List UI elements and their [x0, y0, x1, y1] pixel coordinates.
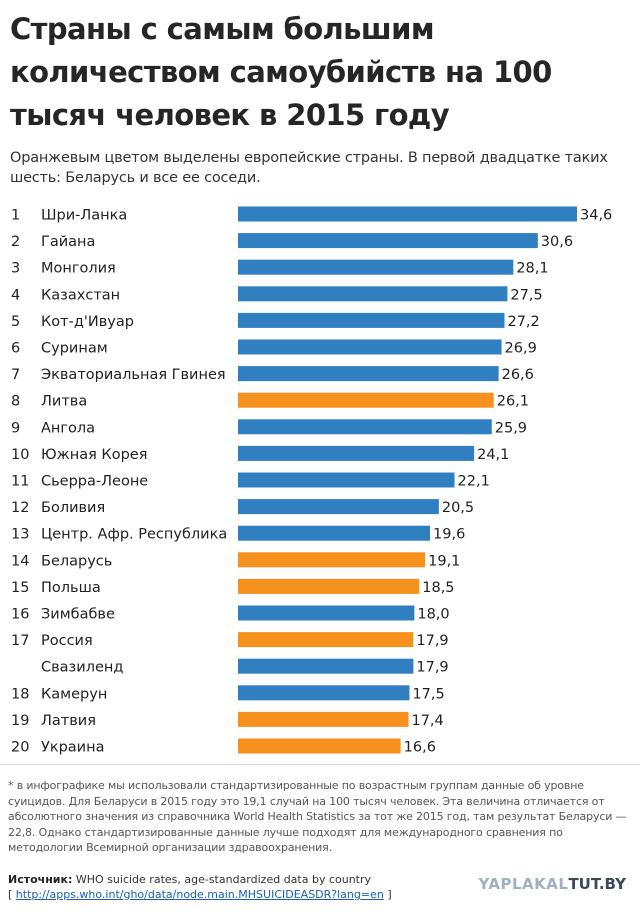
value-label: 27,5 — [510, 287, 542, 303]
bar — [238, 366, 499, 382]
bar — [238, 445, 475, 461]
value-label: 18,5 — [422, 580, 454, 596]
bar-chart: 1 Шри-Ланка 34,6 2 Гайана 30,6 3 Монголия 28,1 4 К… — [11, 206, 612, 756]
value-label: 28,1 — [516, 261, 548, 277]
value-label: 17,9 — [416, 633, 448, 649]
value-label: 19,1 — [428, 553, 460, 569]
value-label: 26,1 — [497, 394, 529, 410]
value-label: 18,0 — [417, 607, 449, 623]
value-label: 26,9 — [505, 341, 537, 357]
bar — [238, 711, 409, 727]
rank-label: 5 — [11, 314, 20, 330]
value-label: 30,6 — [541, 234, 573, 250]
value-label: 26,6 — [502, 367, 534, 383]
country-label: Южная Корея — [41, 447, 147, 463]
rank-label: 14 — [11, 553, 29, 569]
country-label: Беларусь — [41, 553, 112, 569]
rank-label: 9 — [11, 420, 20, 436]
value-label: 17,4 — [411, 713, 443, 729]
bar — [238, 525, 431, 541]
source-bracket-open: [ — [8, 888, 13, 901]
country-label: Латвия — [41, 713, 96, 729]
country-label: Боливия — [41, 500, 105, 516]
rank-label: 2 — [11, 234, 20, 250]
source-link[interactable]: http://apps.who.int/gho/data/node.main.M… — [15, 888, 384, 901]
country-label: Монголия — [41, 261, 116, 277]
value-label: 20,5 — [442, 500, 474, 516]
country-label: Суринам — [41, 341, 108, 357]
country-label: Польша — [41, 580, 101, 596]
value-label: 19,6 — [433, 527, 465, 543]
brand-prefix: YAPLAKAL — [478, 875, 569, 893]
rank-label: 8 — [11, 394, 20, 410]
rank-label: 4 — [11, 287, 20, 303]
bar — [238, 685, 410, 701]
bar — [238, 286, 508, 302]
value-label: 27,2 — [507, 314, 539, 330]
brand-watermark: YAPLAKALTUT.BY — [478, 874, 626, 894]
bar — [238, 578, 420, 594]
country-label: Центр. Афр. Республика — [41, 527, 227, 543]
bar — [238, 472, 455, 488]
rank-label: 12 — [11, 500, 29, 516]
chart-title: Страны с самым большим количеством самоу… — [10, 12, 552, 132]
value-label: 34,6 — [580, 208, 612, 224]
value-label: 24,1 — [477, 447, 509, 463]
rank-label: 6 — [11, 341, 20, 357]
rank-label: 13 — [11, 527, 29, 543]
bar — [238, 552, 426, 568]
rank-label: 11 — [11, 474, 29, 490]
bar — [238, 339, 502, 355]
rank-label: 16 — [11, 607, 29, 623]
rank-label: 19 — [11, 713, 29, 729]
rank-label: 20 — [11, 740, 29, 756]
country-label: Кот-д'Ивуар — [41, 314, 134, 330]
bar — [238, 259, 514, 275]
rank-label: 10 — [11, 447, 29, 463]
value-label: 25,9 — [495, 420, 527, 436]
footnote: * в инфографике мы использовали стандарт… — [8, 779, 627, 854]
country-label: Гайана — [41, 234, 95, 250]
bar — [238, 233, 538, 249]
brand-logo: TUT.BY — [568, 875, 626, 893]
country-label: Россия — [41, 633, 93, 649]
country-label: Ангола — [41, 420, 95, 436]
bar — [238, 605, 415, 621]
rank-label: 1 — [11, 208, 20, 224]
source-text: WHO suicide rates, age-standardized data… — [75, 873, 372, 886]
bar — [238, 738, 401, 754]
bar — [238, 312, 505, 328]
rank-label: 17 — [11, 633, 29, 649]
country-label: Сьерра-Леоне — [41, 474, 148, 490]
country-label: Зимбабве — [41, 607, 115, 623]
country-label: Камерун — [41, 686, 107, 702]
rank-label: 15 — [11, 580, 29, 596]
value-label: 17,9 — [416, 660, 448, 676]
country-label: Украина — [41, 740, 104, 756]
bar — [238, 419, 492, 435]
bar — [238, 499, 439, 515]
country-label: Литва — [41, 394, 87, 410]
country-label: Казахстан — [41, 287, 120, 303]
rank-label: 7 — [11, 367, 20, 383]
source-bracket-close: ] — [387, 888, 392, 901]
bar — [238, 658, 414, 674]
bar — [238, 206, 577, 222]
rank-label: 3 — [11, 261, 20, 277]
bar — [238, 632, 414, 648]
country-label: Свазиленд — [41, 660, 123, 676]
divider — [0, 764, 640, 765]
value-label: 22,1 — [458, 474, 490, 490]
rank-label: 18 — [11, 686, 29, 702]
value-label: 16,6 — [404, 740, 436, 756]
source-block: Источник: WHO suicide rates, age-standar… — [8, 872, 468, 902]
country-label: Экваториальная Гвинея — [41, 367, 226, 383]
chart-subtitle: Оранжевым цветом выделены европейские ст… — [10, 150, 608, 186]
country-label: Шри-Ланка — [41, 208, 127, 224]
source-heading: Источник: — [8, 873, 73, 886]
bar — [238, 392, 494, 408]
value-label: 17,5 — [412, 686, 444, 702]
